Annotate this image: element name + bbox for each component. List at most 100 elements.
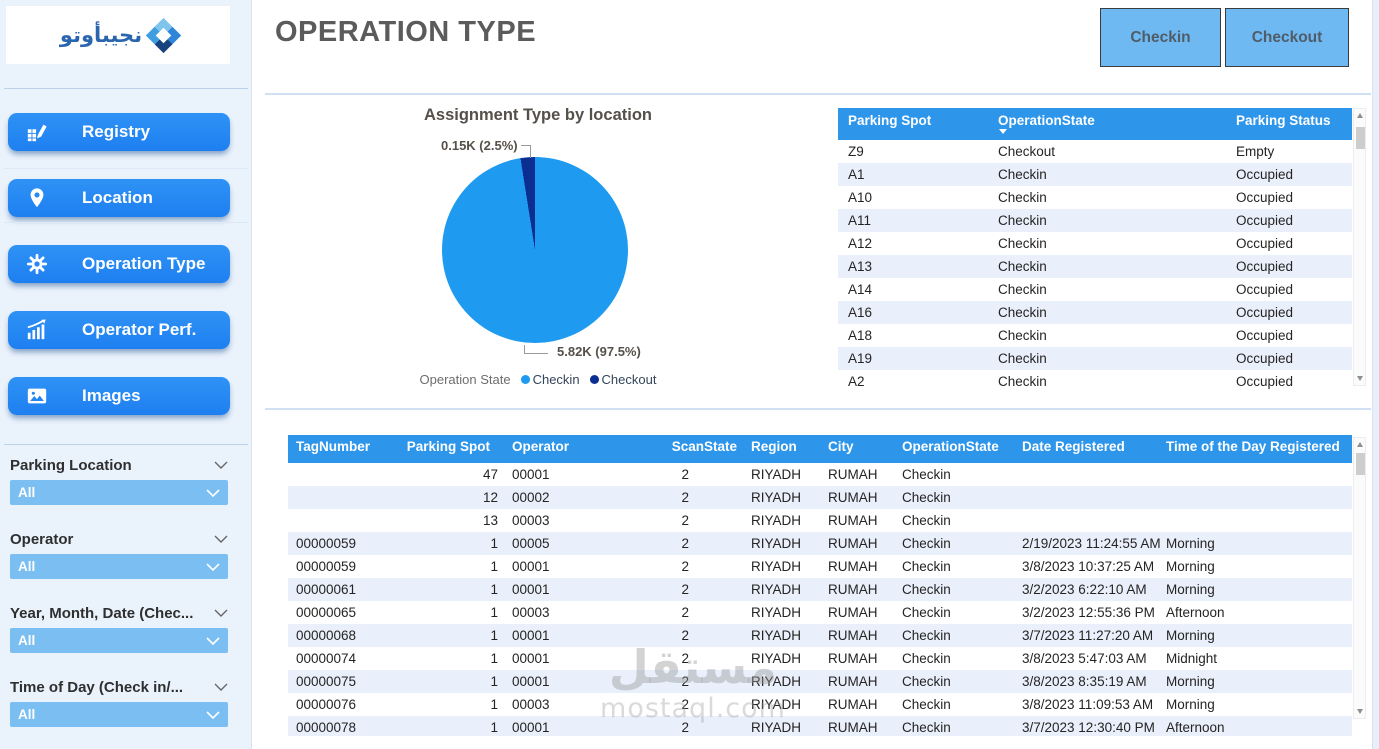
dropdown-value: All: [18, 559, 36, 574]
table-cell: 3/8/2023 8:35:19 AM: [1015, 670, 1160, 693]
table-cell: 1: [396, 532, 502, 555]
filter-year-month-date: Year, Month, Date (Chec... All: [10, 604, 228, 653]
sidebar-item-images[interactable]: Images: [8, 377, 230, 415]
table-row[interactable]: 00000065 1 00003 2 RIYADH RUMAH Checkin 3/2/202…: [288, 601, 1352, 624]
table-row[interactable]: A11 Checkin Occupied: [838, 209, 1352, 232]
scroll-up-icon[interactable]: [1357, 442, 1363, 447]
table-cell: Occupied: [1228, 163, 1352, 186]
table-cell: Morning: [1160, 624, 1352, 647]
table-cell: Checkin: [990, 347, 1228, 370]
year-month-date-select[interactable]: All: [10, 628, 228, 653]
table-row[interactable]: A16 Checkin Occupied: [838, 301, 1352, 324]
table-cell: Checkin: [990, 255, 1228, 278]
table-cell: RUMAH: [823, 716, 898, 736]
column-header[interactable]: Date Registered: [1015, 435, 1160, 463]
column-header[interactable]: ScanState: [645, 435, 745, 463]
table-cell: Occupied: [1236, 374, 1294, 389]
scroll-up-icon[interactable]: [1357, 113, 1363, 118]
table-row[interactable]: 00000074 1 00001 2 RIYADH RUMAH Checkin 3/8/202…: [288, 647, 1352, 670]
table-cell: Checkin: [990, 163, 1228, 186]
table-row[interactable]: A14 Checkin Occupied: [838, 278, 1352, 301]
checkout-button[interactable]: Checkout: [1225, 8, 1349, 67]
sidebar-item-registry[interactable]: Registry: [8, 113, 230, 151]
chevron-down-icon[interactable]: [214, 530, 228, 548]
table-cell: RIYADH: [745, 532, 823, 555]
table-cell: RIYADH: [745, 670, 823, 693]
table-row[interactable]: 00000059 1 00001 2 RIYADH RUMAH Checkin 3/8/202…: [288, 555, 1352, 578]
legend-item-checkin[interactable]: Checkin: [520, 372, 580, 387]
sidebar-item-label: Registry: [82, 122, 151, 141]
table-row[interactable]: 00000076 1 00003 2 RIYADH RUMAH Checkin 3/8/202…: [288, 693, 1352, 716]
table-cell: 00001: [502, 578, 645, 601]
table-row[interactable]: A12 Checkin Occupied: [838, 232, 1352, 255]
registry-log-table: TagNumber Parking Spot Operator ScanState Re…: [288, 435, 1352, 736]
table-row[interactable]: Z9 Checkout Empty: [838, 140, 1352, 163]
table-cell: 00001: [502, 670, 645, 693]
chevron-down-icon: [206, 558, 220, 576]
sidebar-item-operator-perf[interactable]: Operator Perf.: [8, 311, 230, 349]
parking-location-select[interactable]: All: [10, 480, 228, 505]
column-header[interactable]: Parking Status: [1228, 108, 1352, 140]
checkin-button[interactable]: Checkin: [1100, 8, 1221, 67]
chevron-down-icon[interactable]: [214, 678, 228, 696]
column-header[interactable]: Operator: [502, 435, 645, 463]
table-row[interactable]: 47 00001 2 RIYADH RUMAH Checkin: [288, 463, 1352, 486]
table-row[interactable]: A1 Checkin Occupied: [838, 163, 1352, 186]
table-cell: 2: [645, 670, 745, 693]
operator-select[interactable]: All: [10, 554, 228, 579]
scrollbar-thumb[interactable]: [1356, 127, 1365, 149]
column-header[interactable]: Region: [745, 435, 823, 463]
chevron-down-icon[interactable]: [214, 604, 228, 622]
table-cell: Checkin: [902, 467, 951, 482]
table-row[interactable]: 00000059 1 00005 2 RIYADH RUMAH Checkin 2/19/20…: [288, 532, 1352, 555]
pie-chart[interactable]: [442, 157, 628, 343]
spot-table-scrollbar[interactable]: [1353, 108, 1366, 386]
table-cell: RUMAH: [828, 467, 878, 482]
table-cell: RIYADH: [745, 486, 823, 509]
column-header[interactable]: Time of the Day Registered: [1160, 435, 1352, 463]
table-row[interactable]: 00000078 1 00001 2 RIYADH RUMAH Checkin 3/7/202…: [288, 716, 1352, 736]
chevron-down-icon[interactable]: [214, 456, 228, 474]
time-of-day-select[interactable]: All: [10, 702, 228, 727]
column-header[interactable]: Parking Spot: [838, 108, 990, 140]
table-cell: 2/19/2023 11:24:55 AM: [1015, 532, 1160, 555]
sidebar-item-location[interactable]: Location: [8, 179, 230, 217]
table-cell: Z9: [848, 144, 864, 159]
table-row[interactable]: 00000075 1 00001 2 RIYADH RUMAH Checkin 3/8/202…: [288, 670, 1352, 693]
column-header-sorted[interactable]: OperationState: [990, 108, 1228, 140]
column-header[interactable]: Parking Spot: [396, 435, 502, 463]
column-header[interactable]: OperationState: [898, 435, 1015, 463]
scrollbar-thumb[interactable]: [1356, 453, 1365, 475]
table-cell: 1: [490, 559, 498, 574]
table-cell: Morning: [1160, 578, 1352, 601]
table-row[interactable]: 00000068 1 00001 2 RIYADH RUMAH Checkin 3/7/202…: [288, 624, 1352, 647]
legend-label: Checkin: [532, 372, 580, 387]
table-row[interactable]: 12 00002 2 RIYADH RUMAH Checkin: [288, 486, 1352, 509]
column-header[interactable]: TagNumber: [288, 435, 396, 463]
table-cell: RIYADH: [751, 513, 802, 528]
table-row[interactable]: A18 Checkin Occupied: [838, 324, 1352, 347]
table-cell: A16: [838, 301, 990, 324]
table-row[interactable]: 00000061 1 00001 2 RIYADH RUMAH Checkin 3/2/202…: [288, 578, 1352, 601]
scroll-down-icon[interactable]: [1357, 376, 1363, 381]
table-header-row: Parking Spot OperationState Parking Stat…: [838, 108, 1352, 140]
legend-item-checkout[interactable]: Checkout: [589, 372, 656, 387]
table-cell: A11: [838, 209, 990, 232]
page-scrollbar[interactable]: [1372, 0, 1379, 749]
table-row[interactable]: A19 Checkin Occupied: [838, 347, 1352, 370]
table-row[interactable]: A13 Checkin Occupied: [838, 255, 1352, 278]
scroll-down-icon[interactable]: [1357, 709, 1363, 714]
table-cell: 2: [681, 513, 689, 528]
table-row[interactable]: A2 Checkin Occupied: [838, 370, 1352, 391]
filter-label: Year, Month, Date (Chec...: [10, 604, 194, 622]
table-cell: Checkout: [998, 144, 1056, 159]
table-cell: [288, 463, 396, 486]
log-table-scrollbar[interactable]: [1353, 437, 1366, 719]
column-header[interactable]: City: [823, 435, 898, 463]
table-row[interactable]: 13 00003 2 RIYADH RUMAH Checkin: [288, 509, 1352, 532]
dropdown-value: All: [18, 485, 36, 500]
sidebar-item-operation-type[interactable]: Operation Type: [8, 245, 230, 283]
table-cell: [1015, 463, 1160, 486]
table-cell: 1: [396, 624, 502, 647]
table-row[interactable]: A10 Checkin Occupied: [838, 186, 1352, 209]
